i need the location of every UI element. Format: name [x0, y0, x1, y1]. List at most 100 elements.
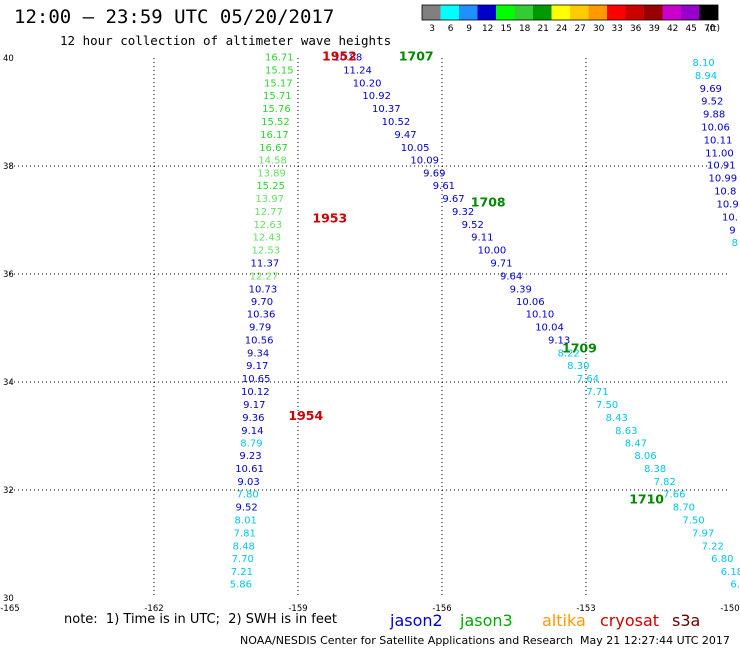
chart-title: 12:00 — 23:59 UTC 05/20/2017: [14, 6, 334, 28]
colorbar-swatch: [681, 5, 700, 20]
wave-height-label: 15.71: [263, 91, 292, 102]
wave-height-chart: 3 6 9 12 15 18 21 24 27 30 33 36 39 42 45 70(ft) -165 -1…: [0, 0, 740, 650]
wave-height-label: 10.92: [362, 91, 391, 102]
colorbar-label: 45: [685, 24, 696, 34]
pass-time-label: 1954: [288, 408, 323, 423]
wave-height-label: 10.: [722, 213, 738, 224]
wave-height-label: 12.43: [252, 233, 281, 244]
wave-height-label: 10.65: [242, 374, 271, 385]
wave-height-label: 9.69: [700, 84, 722, 95]
wave-height-label: 8.48: [233, 541, 255, 552]
wave-height-label: 12.63: [253, 220, 282, 231]
wave-height-label: 9.03: [237, 477, 259, 488]
wave-height-label: 9.67: [442, 194, 464, 205]
wave-height-label: 10.05: [401, 143, 430, 154]
wave-height-label: 10.36: [247, 310, 276, 321]
y-tick-label: 32: [3, 486, 14, 496]
colorbar-label: 27: [574, 24, 585, 34]
colorbar-label: 15: [500, 24, 511, 34]
wave-height-label: 7.71: [586, 387, 608, 398]
chart-grid: [10, 58, 730, 598]
colorbar-swatch: [589, 5, 608, 20]
colorbar-unit: (ft): [706, 24, 720, 34]
wave-height-label: 10.06: [701, 122, 730, 133]
wave-height-label: 10.73: [249, 284, 278, 295]
wave-height-label: 10.37: [372, 104, 401, 115]
wave-height-label: 8.47: [625, 438, 647, 449]
wave-height-label: 8.01: [235, 515, 257, 526]
wave-height-label: 12.77: [254, 207, 283, 218]
wave-height-label: 9.36: [242, 413, 264, 424]
wave-height-label: 9.88: [703, 109, 725, 120]
wave-height-label: 6.80: [711, 554, 733, 565]
footer-note: note: 1) Time is in UTC; 2) SWH is in fe…: [64, 612, 337, 627]
x-tick-label: -150: [720, 604, 739, 614]
colorbar-swatch: [478, 5, 497, 20]
pass-time-label: 1709: [562, 340, 597, 355]
wave-height-label: 11.24: [343, 66, 372, 77]
y-tick-label: 34: [3, 378, 14, 388]
colorbar-swatch: [422, 5, 441, 20]
wave-height-label: 7.64: [577, 374, 599, 385]
wave-height-label: 9: [729, 226, 735, 237]
wave-height-label: 10.91: [707, 161, 736, 172]
legend-s3a: s3a: [672, 611, 700, 630]
wave-height-label: 10.9: [716, 200, 738, 211]
wave-height-label: 10.8: [714, 187, 736, 198]
chart-subtitle: 12 hour collection of altimeter wave hei…: [60, 33, 391, 48]
wave-height-label: 5.86: [230, 580, 252, 591]
wave-height-label: 9.52: [701, 96, 723, 107]
wave-height-label: 9.17: [243, 400, 265, 411]
pass-time-label: 1708: [471, 195, 506, 210]
wave-height-label: 10.56: [245, 336, 274, 347]
chart-axes: -165 -162 -159 -156 -153 -150 30 32 34 36 38 40: [0, 54, 739, 614]
wave-height-label: 10.10: [526, 310, 555, 321]
pass-time-label: 1952: [322, 49, 357, 64]
wave-height-label: 7.50: [596, 400, 618, 411]
wave-height-label: 10.99: [708, 174, 737, 185]
colorbar-label: 21: [537, 24, 548, 34]
wave-height-label: 9.11: [471, 233, 493, 244]
wave-height-label: 16.17: [260, 130, 289, 141]
wave-height-label: 11.00: [705, 148, 734, 159]
wave-height-label: 9.39: [510, 284, 532, 295]
y-tick-label: 38: [3, 162, 14, 172]
wave-height-label: 7.80: [236, 490, 258, 501]
wave-height-label: 9.70: [251, 297, 273, 308]
wave-height-label: 9.79: [249, 323, 271, 334]
wave-height-label: 7.66: [663, 490, 685, 501]
wave-height-label: 9.52: [236, 503, 258, 514]
wave-height-label: 14.58: [258, 155, 287, 166]
wave-height-label: 7.97: [692, 528, 714, 539]
wave-height-label: 8.30: [567, 361, 589, 372]
wave-height-label: 12.27: [250, 271, 279, 282]
wave-height-label: 13.97: [255, 194, 284, 205]
pass-time-label: 1707: [399, 49, 434, 64]
wave-height-label: 6.15: [730, 580, 740, 591]
colorbar-swatch: [496, 5, 515, 20]
color-scale-bar: 3 6 9 12 15 18 21 24 27 30 33 36 39 42 45 70(ft): [422, 5, 720, 34]
colorbar-swatch: [663, 5, 682, 20]
wave-height-label: 11.37: [251, 258, 280, 269]
colorbar-label: 42: [667, 24, 678, 34]
colorbar-swatch: [607, 5, 626, 20]
legend-cryosat: cryosat: [600, 611, 659, 630]
wave-height-label: 12.53: [252, 245, 281, 256]
wave-height-label: 10.61: [235, 464, 264, 475]
colorbar-swatch: [626, 5, 645, 20]
pass-time-label: 1710: [629, 492, 664, 507]
colorbar-swatch: [552, 5, 571, 20]
wave-height-label: 7.81: [234, 528, 256, 539]
wave-height-label: 8.06: [634, 451, 656, 462]
wave-height-label: 15.52: [261, 117, 290, 128]
wave-height-label: 16.67: [259, 143, 288, 154]
y-tick-label: 30: [3, 594, 14, 604]
wave-height-label: 7.82: [654, 477, 676, 488]
wave-height-label: 10.12: [241, 387, 270, 398]
wave-height-label: 9.64: [500, 271, 522, 282]
wave-height-label: 10.00: [478, 245, 507, 256]
colorbar-label: 30: [593, 24, 605, 34]
wave-height-label: 8.79: [240, 438, 262, 449]
generated-timestamp: May 21 12:27:44 UTC 2017: [580, 634, 730, 647]
colorbar-label: 6: [448, 24, 454, 34]
